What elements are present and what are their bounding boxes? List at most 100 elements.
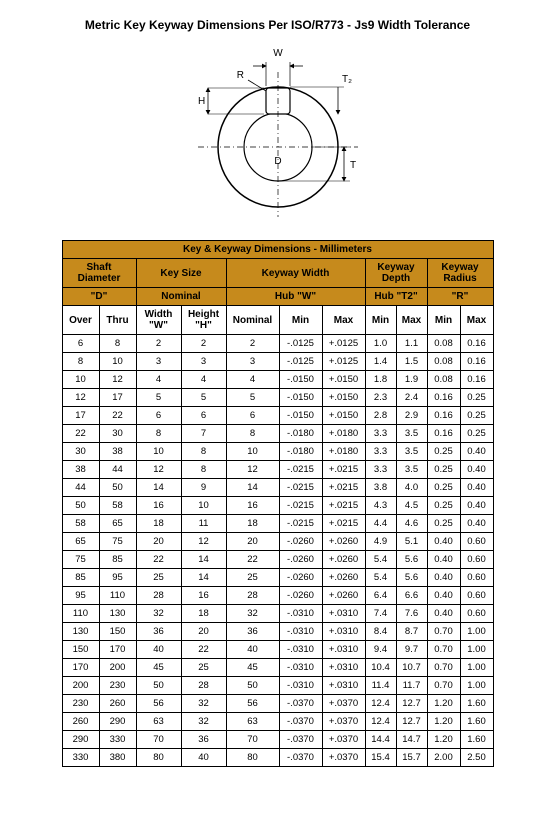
hdr-hub-w: Hub "W" [226, 288, 365, 306]
cell-over: 290 [62, 731, 99, 749]
cell-over: 6 [62, 335, 99, 353]
cell-h: 3 [181, 353, 226, 371]
cell-rmax: 0.25 [460, 407, 493, 425]
table-body: 68222-.0125+.01251.01.10.080.16810333-.0… [62, 335, 493, 767]
hdr-dmin: Min [365, 306, 396, 335]
cell-nom: 40 [226, 641, 279, 659]
cell-over: 22 [62, 425, 99, 443]
cell-dmax: 4.0 [396, 479, 427, 497]
hdr-keyway-depth: Keyway Depth [365, 259, 427, 288]
cell-min: -.0180 [279, 425, 322, 443]
cell-w: 63 [136, 713, 181, 731]
cell-rmin: 0.25 [427, 443, 460, 461]
cell-w: 40 [136, 641, 181, 659]
cell-dmin: 3.3 [365, 461, 396, 479]
cell-over: 230 [62, 695, 99, 713]
hdr-thru: Thru [99, 306, 136, 335]
cell-rmin: 0.08 [427, 335, 460, 353]
cell-min: -.0310 [279, 659, 322, 677]
cell-dmax: 6.6 [396, 587, 427, 605]
cell-max: +.0370 [322, 749, 365, 767]
cell-nom: 45 [226, 659, 279, 677]
cell-rmin: 0.25 [427, 497, 460, 515]
cell-rmax: 0.25 [460, 389, 493, 407]
cell-h: 40 [181, 749, 226, 767]
cell-min: -.0125 [279, 335, 322, 353]
cell-max: +.0150 [322, 371, 365, 389]
cell-dmin: 5.4 [365, 551, 396, 569]
cell-thru: 58 [99, 497, 136, 515]
cell-rmin: 1.20 [427, 713, 460, 731]
keyway-table: Key & Keyway Dimensions - Millimeters Sh… [62, 240, 494, 767]
cell-dmax: 7.6 [396, 605, 427, 623]
cell-over: 95 [62, 587, 99, 605]
cell-dmax: 3.5 [396, 425, 427, 443]
cell-rmin: 0.16 [427, 407, 460, 425]
cell-dmax: 5.1 [396, 533, 427, 551]
cell-rmax: 1.60 [460, 713, 493, 731]
cell-dmax: 2.4 [396, 389, 427, 407]
cell-over: 58 [62, 515, 99, 533]
cell-thru: 170 [99, 641, 136, 659]
cell-min: -.0260 [279, 569, 322, 587]
cell-rmin: 0.25 [427, 479, 460, 497]
cell-nom: 28 [226, 587, 279, 605]
cell-dmax: 11.7 [396, 677, 427, 695]
cell-h: 36 [181, 731, 226, 749]
cell-w: 25 [136, 569, 181, 587]
cell-rmax: 0.40 [460, 515, 493, 533]
cell-h: 12 [181, 533, 226, 551]
cell-rmin: 0.40 [427, 605, 460, 623]
cell-min: -.0370 [279, 749, 322, 767]
cell-w: 2 [136, 335, 181, 353]
cell-rmax: 2.50 [460, 749, 493, 767]
table-row: 68222-.0125+.01251.01.10.080.16 [62, 335, 493, 353]
table-row: 8595251425-.0260+.02605.45.60.400.60 [62, 569, 493, 587]
table-row: 110130321832-.0310+.03107.47.60.400.60 [62, 605, 493, 623]
cell-dmin: 10.4 [365, 659, 396, 677]
cell-nom: 5 [226, 389, 279, 407]
cell-rmax: 0.40 [460, 479, 493, 497]
cell-max: +.0310 [322, 659, 365, 677]
cell-nom: 56 [226, 695, 279, 713]
cell-nom: 50 [226, 677, 279, 695]
cell-dmin: 4.9 [365, 533, 396, 551]
cell-min: -.0215 [279, 515, 322, 533]
cell-nom: 8 [226, 425, 279, 443]
cell-thru: 17 [99, 389, 136, 407]
cell-max: +.0180 [322, 443, 365, 461]
cell-over: 75 [62, 551, 99, 569]
table-row: 303810810-.0180+.01803.33.50.250.40 [62, 443, 493, 461]
cell-over: 330 [62, 749, 99, 767]
cell-dmax: 3.5 [396, 443, 427, 461]
table-row: 150170402240-.0310+.03109.49.70.701.00 [62, 641, 493, 659]
cell-dmax: 12.7 [396, 713, 427, 731]
cell-nom: 6 [226, 407, 279, 425]
table-row: 1217555-.0150+.01502.32.40.160.25 [62, 389, 493, 407]
cell-w: 4 [136, 371, 181, 389]
cell-w: 12 [136, 461, 181, 479]
cell-w: 36 [136, 623, 181, 641]
cell-dmin: 4.3 [365, 497, 396, 515]
cell-dmin: 1.8 [365, 371, 396, 389]
cell-w: 10 [136, 443, 181, 461]
cell-nom: 22 [226, 551, 279, 569]
cell-w: 3 [136, 353, 181, 371]
cell-over: 50 [62, 497, 99, 515]
cell-dmax: 5.6 [396, 569, 427, 587]
cell-h: 25 [181, 659, 226, 677]
cell-over: 10 [62, 371, 99, 389]
cell-max: +.0125 [322, 335, 365, 353]
cell-dmax: 4.5 [396, 497, 427, 515]
label-t2: T₂ [342, 74, 352, 85]
cell-thru: 65 [99, 515, 136, 533]
cell-rmax: 0.40 [460, 497, 493, 515]
cell-dmin: 1.4 [365, 353, 396, 371]
table-row: 200230502850-.0310+.031011.411.70.701.00 [62, 677, 493, 695]
cell-dmax: 9.7 [396, 641, 427, 659]
cell-w: 22 [136, 551, 181, 569]
cell-rmax: 0.40 [460, 461, 493, 479]
cell-h: 16 [181, 587, 226, 605]
cell-h: 32 [181, 695, 226, 713]
cell-rmin: 0.40 [427, 587, 460, 605]
